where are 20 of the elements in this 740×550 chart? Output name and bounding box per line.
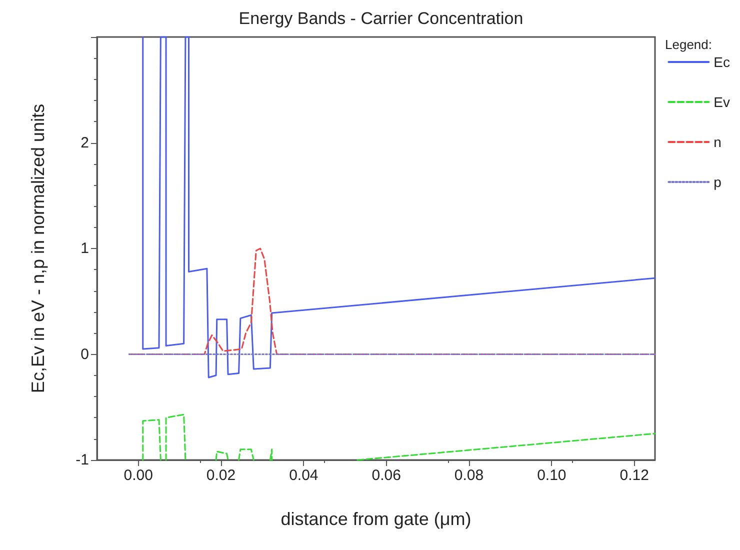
y-tick-label: -1 [76,452,89,468]
x-tick-label: 0.08 [454,467,484,484]
x-tick-label: 0.06 [372,467,401,484]
chart-title: Energy Bands - Carrier Concentration [238,9,524,28]
legend-label: Ev [714,94,730,110]
y-tick-label: 2 [80,134,89,152]
x-tick-label: 0.04 [289,467,318,484]
legend-label: n [714,134,722,150]
legend-label: p [714,174,722,190]
legend-title: Legend: [665,37,712,52]
x-tick-label: 0.12 [620,467,649,484]
legend-label: Ec [714,54,730,70]
x-tick-label: 0.10 [537,467,566,484]
y-tick-label: 0 [80,346,89,363]
x-tick-label: 0.00 [124,467,153,484]
y-axis-title: Ec,Ev in eV - n,p in normalized units [28,104,48,394]
x-tick-label: 0.02 [206,467,236,484]
x-axis-title: distance from gate (μm) [280,509,472,529]
y-tick-label: 1 [80,240,89,257]
line-series [142,36,656,378]
